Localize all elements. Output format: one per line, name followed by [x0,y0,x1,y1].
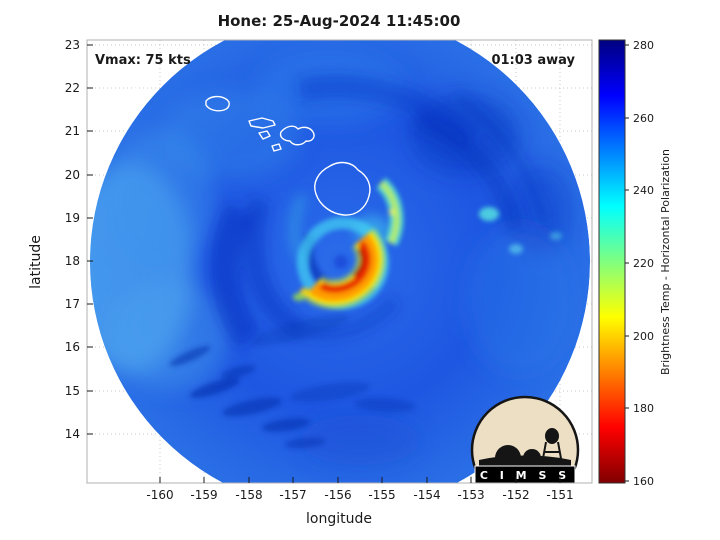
x-tick-label: -156 [324,488,351,502]
x-tick-label: -151 [546,488,573,502]
small-dome-icon [523,449,541,458]
island-niihau [107,83,119,93]
island-maui [279,125,315,146]
island-kahoolawe [271,143,282,152]
x-tick-label: -160 [146,488,173,502]
time-away-annotation: 01:03 away [491,53,575,68]
colorbar-tick-label: 240 [633,184,654,197]
y-tick-label: 18 [65,254,80,268]
colorbar-tick-label: 160 [633,475,654,488]
x-tick-label: -155 [368,488,395,502]
cimss-logo: C I M S S [470,395,580,483]
colorbar-tick-label: 280 [633,39,654,52]
x-axis-tick-labels: -160 -159 -158 -157 -156 -155 -154 -153 … [146,488,573,502]
island-lanai [258,130,271,140]
y-axis-tick-labels: 23 22 21 20 19 18 17 16 15 14 [65,38,80,441]
colorbar-tick-label: 220 [633,257,654,270]
x-axis-label: longitude [306,511,372,527]
plot-title: Hone: 25-Aug-2024 11:45:00 [218,12,461,30]
island-molokai [248,117,276,129]
y-tick-label: 21 [65,124,80,138]
colorbar-axis-label: Brightness Temp - Horizontal Polarizatio… [659,149,672,375]
x-tick-label: -158 [235,488,262,502]
island-hawaii [314,161,371,216]
y-tick-label: 16 [65,340,80,354]
x-tick-label: -153 [457,488,484,502]
y-tick-label: 17 [65,297,80,311]
colorbar-tick-label: 180 [633,402,654,415]
y-tick-label: 22 [65,81,80,95]
radome-dome-icon [495,445,521,458]
hawaii-coastlines [107,77,371,216]
colorbar-gradient [598,39,626,484]
colorbar: 280 260 240 220 200 180 160 Brightness T… [598,39,672,488]
y-tick-label: 20 [65,168,80,182]
y-tick-label: 15 [65,384,80,398]
axis-tick-marks [87,44,561,483]
y-tick-label: 19 [65,211,80,225]
cimss-logo-text: C I M S S [480,469,570,482]
island-oahu [205,95,230,112]
colorbar-tick-label: 260 [633,112,654,125]
x-tick-label: -157 [279,488,306,502]
x-tick-label: -154 [413,488,440,502]
y-tick-label: 14 [65,427,80,441]
colorbar-tick-label: 200 [633,330,654,343]
swath-layer: C I M S S [90,40,590,483]
island-kauai [131,77,149,91]
x-tick-label: -152 [502,488,529,502]
y-axis-label: latitude [28,235,44,289]
eyewall-hook [293,228,386,310]
vmax-annotation: Vmax: 75 kts [95,53,191,68]
x-tick-label: -159 [190,488,217,502]
water-tower-icon [545,428,559,444]
y-tick-label: 23 [65,38,80,52]
